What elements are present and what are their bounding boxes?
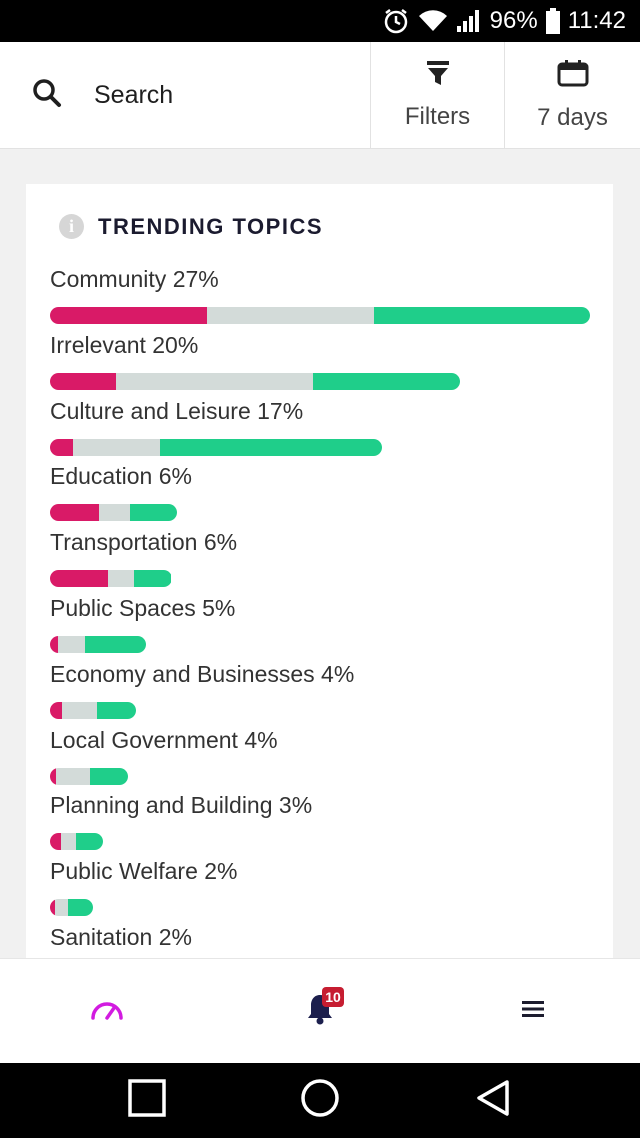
bottom-navigation: 10 [0,958,640,1063]
sentiment-bar [50,833,103,851]
negative-segment [50,307,207,324]
positive-segment [85,635,146,653]
negative-segment [50,701,63,719]
sentiment-bar [50,570,172,588]
neutral-segment [62,701,97,719]
negative-segment [50,438,74,456]
neutral-segment [99,504,130,522]
topic-label: Planning and Building 3% [50,792,313,819]
neutral-segment [108,570,134,588]
date-range-label: 7 days [537,103,608,131]
topic-row[interactable]: Education 6% [50,461,590,527]
negative-segment [50,635,58,653]
dashboard-gauge-icon [90,997,124,1026]
topic-label: Irrelevant 20% [50,331,199,358]
sentiment-bar [50,767,129,785]
topic-row[interactable]: Local Government 4% [50,725,590,791]
home-button[interactable] [280,1071,360,1131]
positive-segment [159,438,383,456]
topic-row[interactable]: Irrelevant 20% [50,330,590,396]
topic-row[interactable]: Planning and Building 3% [50,790,590,856]
positive-segment [68,899,94,917]
negative-segment [50,899,56,917]
filters-label: Filters [404,102,471,130]
topic-label: Transportation 6% [50,529,238,556]
topic-label: Economy and Businesses 4% [50,660,355,687]
topic-label: Public Spaces 5% [50,594,236,621]
topic-label: Sanitation 2% [50,923,192,950]
nav-notifications[interactable] [213,959,426,1063]
circle-icon [300,1078,340,1123]
positive-segment [75,833,103,851]
info-icon[interactable]: i [59,214,84,239]
card-title: TRENDING TOPICS [98,213,324,239]
negative-segment [50,504,100,522]
battery-icon [545,8,560,34]
search-icon [32,78,62,113]
sentiment-bar [50,504,177,522]
neutral-segment [55,899,69,917]
negative-segment [50,372,116,390]
back-triangle-icon [475,1079,511,1122]
topic-label: Education 6% [50,463,192,490]
search-label: Search [94,80,174,109]
topic-row[interactable]: Sanitation 2% [50,922,590,964]
neutral-segment [57,635,86,653]
neutral-segment [115,372,313,390]
neutral-segment [206,307,374,324]
sentiment-bar [50,307,590,324]
topic-row[interactable]: Public Welfare 2% [50,856,590,922]
positive-segment [373,307,590,324]
filter-icon [426,60,450,93]
sentiment-bar [50,899,94,917]
topic-row[interactable]: Transportation 6% [50,527,590,593]
card-header: i TRENDING TOPICS [26,184,613,244]
sentiment-bar [50,635,146,653]
topic-label: Culture and Leisure 17% [50,397,304,424]
search-bar[interactable]: Search [0,42,370,148]
topic-label: Local Government 4% [50,726,278,753]
clock-time: 11:42 [567,7,626,34]
trending-topics-card: i TRENDING TOPICS Community 27% Irrelevan… [26,184,613,964]
positive-segment [89,767,129,785]
nav-dashboard[interactable] [0,959,213,1063]
negative-segment [50,570,109,588]
filters-button[interactable]: Filters [370,42,504,148]
status-bar: 96% 11:42 [0,0,640,42]
wifi-icon [418,9,448,33]
recent-apps-button[interactable] [107,1071,187,1131]
square-icon [127,1079,166,1122]
neutral-segment [56,767,90,785]
notification-count-badge: 10 [322,987,344,1007]
topic-label: Public Welfare 2% [50,858,238,885]
neutral-segment [73,438,160,456]
nav-menu[interactable] [427,959,640,1063]
positive-segment [96,701,137,719]
date-range-button[interactable]: 7 days [504,42,640,148]
positive-segment [312,372,461,390]
top-bar: Search Filters 7 days [0,42,640,149]
calendar-icon [557,59,589,94]
sentiment-bar [50,372,461,390]
topic-row[interactable]: Public Spaces 5% [50,593,590,659]
sentiment-bar [50,438,383,456]
topics-list: Community 27% Irrelevant 20% Culture and L… [50,264,590,964]
signal-icon [456,9,482,33]
negative-segment [50,833,61,851]
alarm-icon [382,7,410,35]
menu-icon [521,999,545,1024]
positive-segment [129,504,177,522]
system-navigation-bar [0,1063,640,1138]
neutral-segment [60,833,76,851]
topic-row[interactable]: Culture and Leisure 17% [50,396,590,462]
topic-row[interactable]: Economy and Businesses 4% [50,659,590,725]
topic-label: Community 27% [50,266,219,292]
sentiment-bar [50,701,137,719]
back-button[interactable] [453,1071,533,1131]
battery-percent: 96% [489,7,538,34]
positive-segment [133,570,172,588]
negative-segment [50,767,57,785]
topic-row[interactable]: Community 27% [50,264,590,330]
